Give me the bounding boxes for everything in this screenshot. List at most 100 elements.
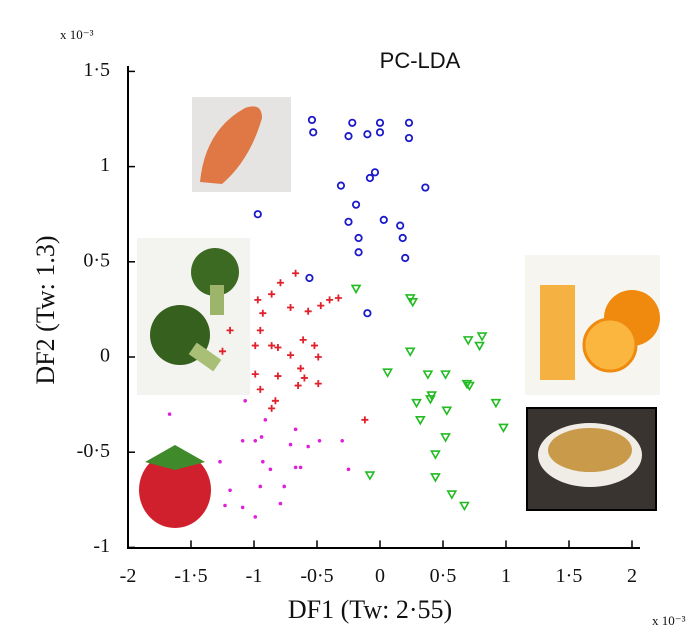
point	[255, 211, 261, 217]
point	[268, 291, 275, 298]
point	[402, 255, 408, 261]
point	[257, 386, 264, 393]
x-exponent: x 10⁻³	[652, 613, 686, 628]
cereal-photo	[527, 408, 656, 510]
point	[442, 371, 450, 378]
point	[478, 333, 486, 340]
x-tick-label: 2	[627, 565, 637, 587]
point	[279, 502, 283, 506]
point	[305, 308, 312, 315]
x-tick-label: 0·5	[430, 565, 457, 587]
point	[272, 397, 279, 404]
y-tick-label: 1·5	[83, 59, 110, 81]
point	[252, 371, 259, 378]
orange-photo	[525, 255, 660, 395]
y-exponent: x 10⁻³	[60, 27, 94, 42]
salmon-photo	[192, 97, 291, 192]
strawberry-photo	[139, 445, 211, 528]
point	[355, 235, 361, 241]
point	[347, 468, 351, 472]
point	[352, 285, 360, 292]
point	[241, 506, 245, 510]
chart: PC-LDA x 10⁻³ x 10⁻³ DF1 (Tw: 2·55) DF2 …	[0, 0, 690, 638]
point	[364, 310, 370, 316]
point	[243, 399, 247, 403]
point	[261, 460, 265, 464]
point	[310, 129, 316, 135]
point	[442, 434, 450, 441]
point	[413, 400, 421, 407]
point	[431, 474, 439, 481]
x-tick-label: -0·5	[300, 565, 333, 587]
point	[443, 407, 451, 414]
y-tick-label: 0	[100, 345, 110, 367]
point	[476, 343, 484, 350]
point	[274, 344, 281, 351]
point	[297, 365, 304, 372]
point	[422, 184, 428, 190]
point	[338, 182, 344, 188]
point	[218, 460, 222, 464]
point	[309, 117, 315, 123]
point	[355, 249, 361, 255]
x-tick-label: -1·5	[174, 565, 207, 587]
x-axis-label: DF1 (Tw: 2·55)	[288, 595, 452, 624]
point	[335, 294, 342, 301]
point	[306, 275, 312, 281]
point	[287, 304, 294, 311]
point	[294, 428, 298, 432]
point	[254, 296, 261, 303]
point	[406, 348, 414, 355]
point	[294, 466, 298, 470]
y-tick-label: -0·5	[77, 440, 110, 462]
point	[349, 120, 355, 126]
point	[397, 222, 403, 228]
y-axis-label: DF2 (Tw: 1.3)	[31, 235, 60, 384]
point	[448, 491, 456, 498]
x-tick-label: 0	[375, 565, 385, 587]
point	[345, 219, 351, 225]
broccoli-photo	[137, 238, 250, 395]
point	[409, 299, 417, 306]
y-tick-label: -1	[93, 535, 110, 557]
x-tick-label: 1·5	[556, 565, 583, 587]
point	[228, 488, 232, 492]
point	[377, 129, 383, 135]
point	[295, 382, 302, 389]
point	[223, 504, 227, 508]
point	[315, 354, 322, 361]
point	[277, 279, 284, 286]
point	[366, 472, 374, 479]
point	[353, 201, 359, 207]
point	[252, 342, 259, 349]
point	[406, 120, 412, 126]
x-tick-label: -1	[246, 565, 263, 587]
point	[260, 435, 264, 439]
point	[364, 131, 370, 137]
point	[268, 405, 275, 412]
point	[306, 445, 310, 449]
point	[259, 310, 266, 317]
point	[274, 373, 281, 380]
point	[287, 352, 294, 359]
point	[367, 175, 373, 181]
point	[326, 296, 333, 303]
point	[499, 424, 507, 431]
point	[301, 374, 308, 381]
point	[492, 400, 500, 407]
point	[259, 485, 263, 489]
point	[317, 302, 324, 309]
x-tick-label: -2	[120, 565, 137, 587]
point	[460, 503, 468, 510]
point	[253, 515, 257, 519]
point	[381, 217, 387, 223]
point	[384, 369, 392, 376]
x-tick-label: 1	[501, 565, 511, 587]
point	[318, 439, 322, 443]
point	[377, 120, 383, 126]
point	[340, 439, 344, 443]
point	[424, 371, 432, 378]
point	[282, 485, 286, 489]
point	[311, 342, 318, 349]
point	[406, 135, 412, 141]
